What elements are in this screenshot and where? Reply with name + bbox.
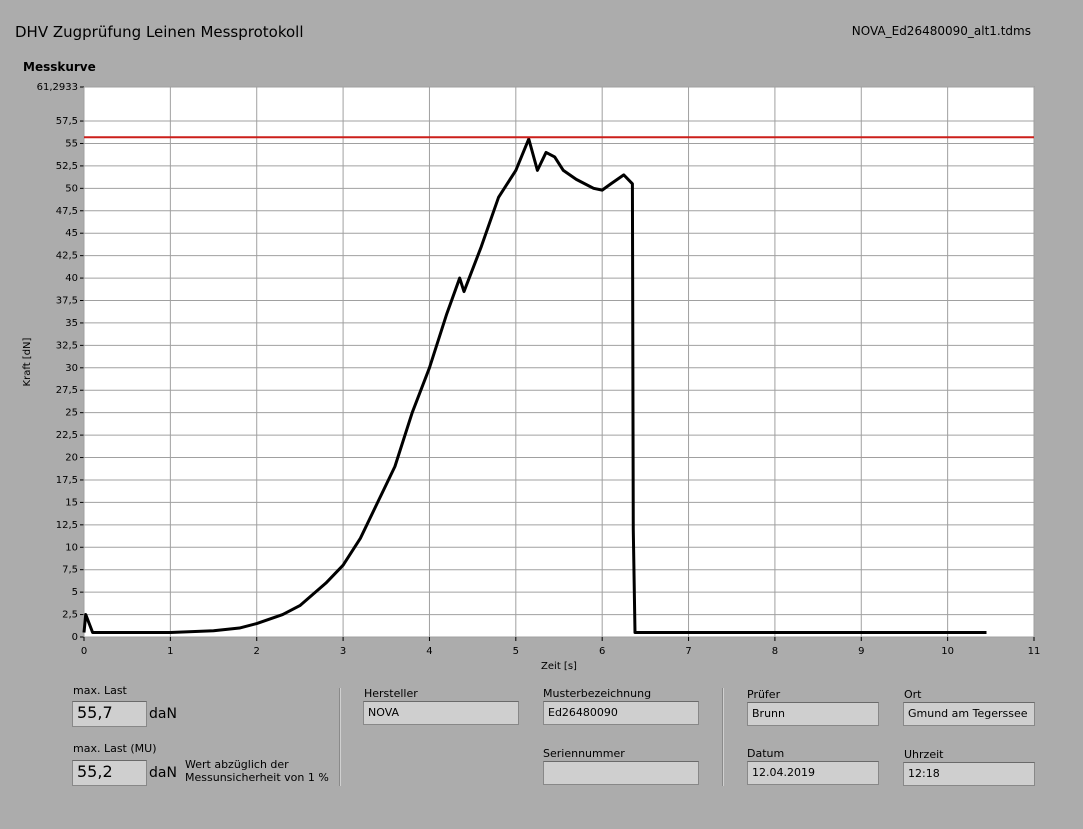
y-tick-label: 47,5: [56, 206, 78, 217]
label: Hersteller: [364, 687, 418, 700]
unit: daN: [149, 765, 177, 781]
y-tick-label: 10: [65, 542, 78, 553]
y-tick-label: 17,5: [56, 475, 78, 486]
text-field[interactable]: Gmund am Tegerssee: [903, 702, 1035, 726]
x-tick-label: 7: [685, 646, 691, 657]
chart-title: Messkurve: [23, 60, 96, 74]
y-tick-label: 22,5: [56, 430, 78, 441]
y-tick-label: 45: [65, 228, 78, 239]
separator: [339, 688, 341, 786]
y-tick-label: 61,2933: [37, 82, 78, 93]
label: Ort: [904, 688, 922, 701]
y-tick-label: 12,5: [56, 520, 78, 531]
x-tick-label: 2: [254, 646, 260, 657]
x-tick-label: 5: [513, 646, 519, 657]
y-tick-label: 27,5: [56, 385, 78, 396]
y-tick-label: 15: [65, 497, 78, 508]
y-tick-label: 7,5: [62, 565, 78, 576]
text-field[interactable]: 12.04.2019: [747, 761, 879, 785]
text-field[interactable]: Ed26480090: [543, 701, 699, 725]
text-field[interactable]: [543, 761, 699, 785]
x-tick-label: 4: [426, 646, 432, 657]
y-tick-label: 0: [72, 632, 78, 643]
y-tick-label: 30: [65, 363, 78, 374]
y-tick-label: 42,5: [56, 251, 78, 262]
note: Wert abzüglich der Messunsicherheit von …: [185, 758, 329, 784]
x-tick-label: 1: [167, 646, 173, 657]
y-axis-label: Kraft [dN]: [22, 337, 33, 386]
x-tick-label: 8: [772, 646, 778, 657]
x-tick-label: 10: [941, 646, 954, 657]
y-tick-label: 40: [65, 273, 78, 284]
text-field[interactable]: NOVA: [363, 701, 519, 725]
value-field: 55,7: [72, 701, 147, 727]
text-field[interactable]: Brunn: [747, 702, 879, 726]
label: max. Last: [73, 684, 127, 697]
x-tick-label: 9: [858, 646, 864, 657]
separator: [722, 688, 724, 786]
x-tick-label: 6: [599, 646, 605, 657]
x-tick-label: 0: [81, 646, 87, 657]
title: DHV Zugprüfung Leinen Messprotokoll: [15, 23, 304, 41]
label: max. Last (MU): [73, 742, 157, 755]
file-name: NOVA_Ed26480090_alt1.tdms: [851, 24, 1031, 38]
label: Uhrzeit: [904, 748, 944, 761]
y-tick-label: 50: [65, 183, 78, 194]
value-field: 55,2: [72, 760, 147, 786]
label: Prüfer: [747, 688, 781, 701]
label: Musterbezeichnung: [543, 687, 652, 700]
x-tick-label: 3: [340, 646, 346, 657]
y-tick-label: 5: [72, 587, 78, 598]
label: Datum: [747, 747, 785, 760]
y-tick-label: 37,5: [56, 296, 78, 307]
y-tick-label: 52,5: [56, 161, 78, 172]
y-tick-label: 55: [65, 138, 78, 149]
y-tick-label: 57,5: [56, 116, 78, 127]
y-tick-label: 20: [65, 453, 78, 464]
unit: daN: [149, 706, 177, 722]
x-tick-label: 11: [1028, 646, 1041, 657]
x-axis-label: Zeit [s]: [541, 661, 577, 672]
y-tick-label: 2,5: [62, 610, 78, 621]
plot-area: [83, 86, 1035, 638]
y-tick-label: 25: [65, 408, 78, 419]
y-tick-label: 35: [65, 318, 78, 329]
chart: 02,557,51012,51517,52022,52527,53032,535…: [22, 82, 1041, 672]
data-line: [82, 137, 987, 635]
y-tick-label: 32,5: [56, 340, 78, 351]
text-field[interactable]: 12:18: [903, 762, 1035, 786]
label: Seriennummer: [543, 747, 625, 760]
